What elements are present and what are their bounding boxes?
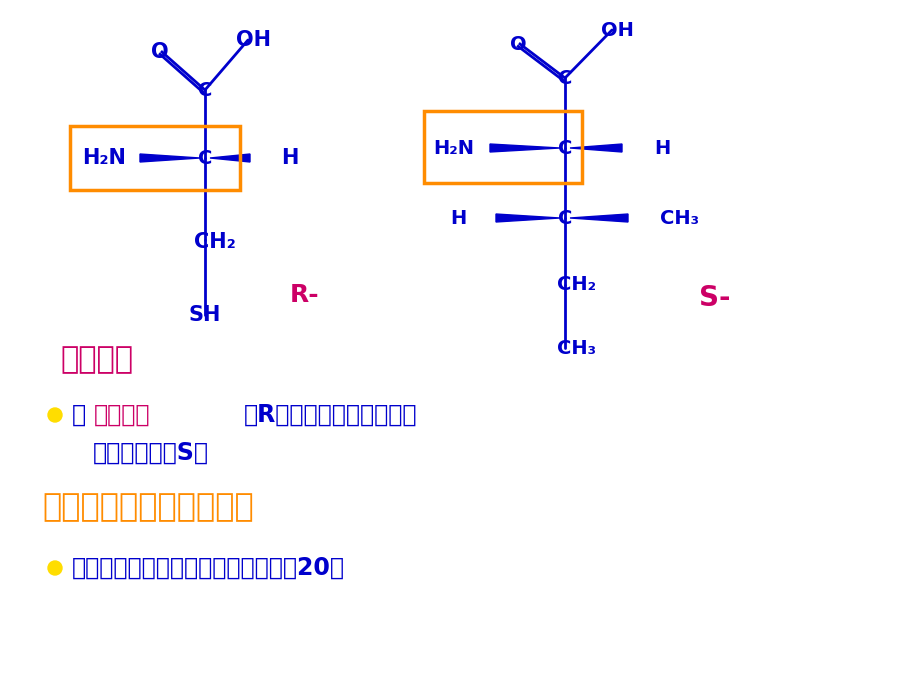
Bar bbox=[70, 126, 240, 190]
Text: 除: 除 bbox=[72, 403, 86, 427]
Bar bbox=[424, 111, 582, 183]
Text: 编码氨基酸的种类和命名: 编码氨基酸的种类和命名 bbox=[42, 493, 254, 524]
Text: CH₃: CH₃ bbox=[557, 339, 596, 357]
Text: R-: R- bbox=[289, 283, 320, 307]
Text: CH₂: CH₂ bbox=[557, 275, 596, 295]
Circle shape bbox=[48, 408, 62, 422]
Text: OH: OH bbox=[600, 21, 633, 39]
Text: 半光氨酸: 半光氨酸 bbox=[94, 403, 151, 427]
Text: H₂N: H₂N bbox=[82, 148, 126, 168]
Polygon shape bbox=[210, 154, 250, 162]
Polygon shape bbox=[570, 144, 621, 152]
Text: C: C bbox=[557, 68, 572, 88]
Text: 组成蛋白质的氨基酸目前发现至少有20种: 组成蛋白质的氨基酸目前发现至少有20种 bbox=[72, 556, 345, 580]
Text: H: H bbox=[449, 208, 466, 228]
Text: H₂N: H₂N bbox=[433, 139, 474, 157]
Text: C: C bbox=[557, 139, 572, 157]
Text: H: H bbox=[653, 139, 669, 157]
Text: H: H bbox=[281, 148, 299, 168]
Polygon shape bbox=[570, 214, 628, 222]
Text: O: O bbox=[151, 42, 168, 62]
Text: 码氨基酸均为S型: 码氨基酸均为S型 bbox=[93, 441, 209, 465]
Text: 为R型外，组成蛋白质的编: 为R型外，组成蛋白质的编 bbox=[244, 403, 417, 427]
Text: C: C bbox=[198, 148, 212, 168]
Polygon shape bbox=[140, 154, 199, 162]
Text: CH₃: CH₃ bbox=[660, 208, 698, 228]
Text: C: C bbox=[557, 208, 572, 228]
Text: CH₂: CH₂ bbox=[194, 232, 235, 252]
Text: C: C bbox=[198, 81, 212, 99]
Text: OH: OH bbox=[236, 30, 271, 50]
Polygon shape bbox=[495, 214, 560, 222]
Text: SH: SH bbox=[188, 305, 221, 325]
Text: S-: S- bbox=[698, 284, 730, 312]
Polygon shape bbox=[490, 144, 560, 152]
Text: O: O bbox=[509, 34, 526, 54]
Text: 半光氨酸: 半光氨酸 bbox=[60, 346, 133, 375]
Circle shape bbox=[48, 561, 62, 575]
